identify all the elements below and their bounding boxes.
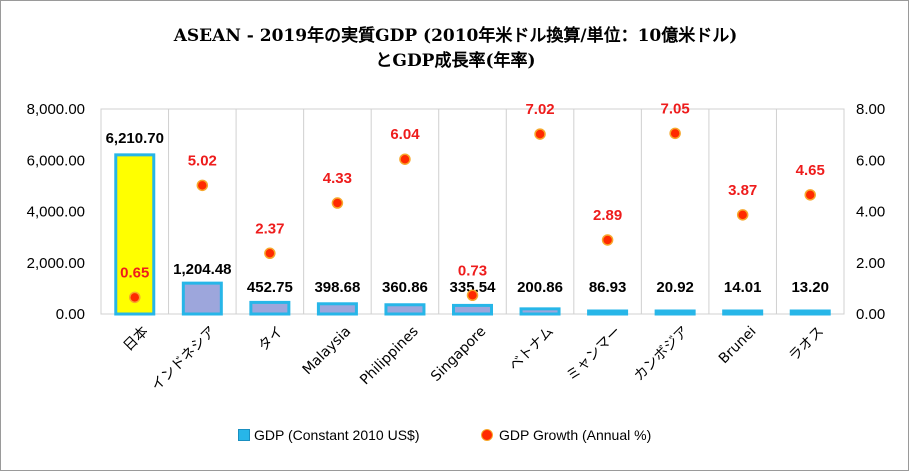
growth-value-label: 3.87 — [728, 182, 757, 199]
gdp-value-label: 200.86 — [517, 279, 563, 296]
category-label: インドネシア — [148, 324, 219, 395]
growth-value-label: 4.65 — [796, 162, 825, 179]
category-label: ラオス — [786, 324, 827, 365]
gdp-bar — [789, 309, 831, 316]
growth-point — [264, 247, 276, 260]
gdp-bar — [519, 307, 561, 316]
growth-value-label: 7.02 — [525, 101, 554, 118]
gdp-bar — [181, 281, 223, 316]
category-label: Philippines — [357, 324, 422, 389]
right-axis-tick: 6.00 — [856, 152, 885, 169]
growth-point — [804, 189, 816, 201]
growth-point — [399, 153, 411, 165]
gdp-bar — [114, 153, 156, 316]
growth-point — [736, 209, 749, 221]
gdp-bar — [249, 300, 291, 316]
gdp-bar — [722, 309, 764, 316]
category-label: Malaysia — [300, 324, 355, 379]
gdp-bar — [316, 302, 358, 316]
chart-plot: 0.00 2,000.00 4,000.00 6,000.00 8,000.00 0.00… — [27, 100, 886, 395]
legend-label-growth: GDP Growth (Annual %) — [499, 427, 652, 443]
growth-value-label: 6.04 — [390, 126, 420, 143]
category-label: カンボジア — [631, 324, 692, 385]
gdp-value-label: 335.54 — [450, 279, 497, 296]
gdp-value-label: 13.20 — [791, 279, 829, 296]
legend-dot-swatch — [481, 429, 493, 441]
growth-value-label: 2.89 — [593, 207, 622, 224]
category-label: ベトナム — [506, 324, 557, 375]
legend-item-growth: GDP Growth (Annual %) — [481, 424, 651, 446]
right-axis-tick: 2.00 — [856, 255, 885, 272]
category-label: 日本 — [120, 324, 151, 355]
growth-point — [534, 128, 546, 140]
growth-point — [129, 291, 141, 304]
category-label: ミャンマー — [564, 324, 625, 385]
left-axis-tick: 8,000.00 — [27, 101, 85, 118]
growth-value-label: 7.05 — [661, 100, 690, 117]
growth-value-label: 2.37 — [255, 220, 284, 237]
left-axis-tick: 2,000.00 — [27, 255, 85, 272]
left-axis-tick: 6,000.00 — [27, 152, 85, 169]
category-label: タイ — [256, 324, 287, 355]
chart-title-line1: ASEAN - 2019年の実質GDP (2010年米ドル換算/単位：10億米ド… — [173, 26, 738, 46]
growth-value-label: 4.33 — [323, 170, 352, 187]
legend-item-gdp: GDP (Constant 2010 US$) — [238, 424, 420, 446]
growth-value-label: 0.65 — [120, 264, 149, 281]
right-axis-tick: 0.00 — [856, 306, 885, 323]
right-axis-tick: 8.00 — [856, 101, 885, 118]
gdp-bar — [452, 303, 493, 316]
category-label: Singapore — [428, 324, 489, 385]
growth-point — [601, 234, 614, 246]
growth-point — [331, 197, 344, 209]
category-label: Brunei — [716, 324, 760, 368]
gdp-value-label: 1,204.48 — [173, 261, 231, 278]
gdp-value-label: 452.75 — [247, 279, 293, 296]
gdp-bar — [654, 309, 696, 316]
legend-bar-swatch — [238, 429, 250, 441]
chart-title-line2: とGDP成長率(年率) — [375, 51, 536, 71]
left-axis-tick: 0.00 — [56, 306, 85, 323]
legend-label-gdp: GDP (Constant 2010 US$) — [254, 427, 420, 443]
gdp-bar — [587, 309, 629, 316]
gdp-value-label: 14.01 — [724, 279, 762, 296]
growth-point — [669, 127, 681, 140]
gdp-value-label: 6,210.70 — [106, 130, 164, 147]
gdp-bar — [384, 303, 426, 316]
right-axis-tick: 4.00 — [856, 204, 885, 221]
growth-value-label: 0.73 — [458, 262, 487, 279]
growth-point — [466, 289, 479, 302]
gdp-value-label: 86.93 — [589, 279, 627, 296]
growth-value-label: 5.02 — [188, 152, 217, 169]
gdp-value-label: 20.92 — [656, 279, 694, 296]
gdp-value-label: 360.86 — [382, 279, 428, 296]
left-axis-tick: 4,000.00 — [27, 204, 85, 221]
growth-point — [196, 179, 209, 192]
gdp-value-label: 398.68 — [314, 279, 360, 296]
